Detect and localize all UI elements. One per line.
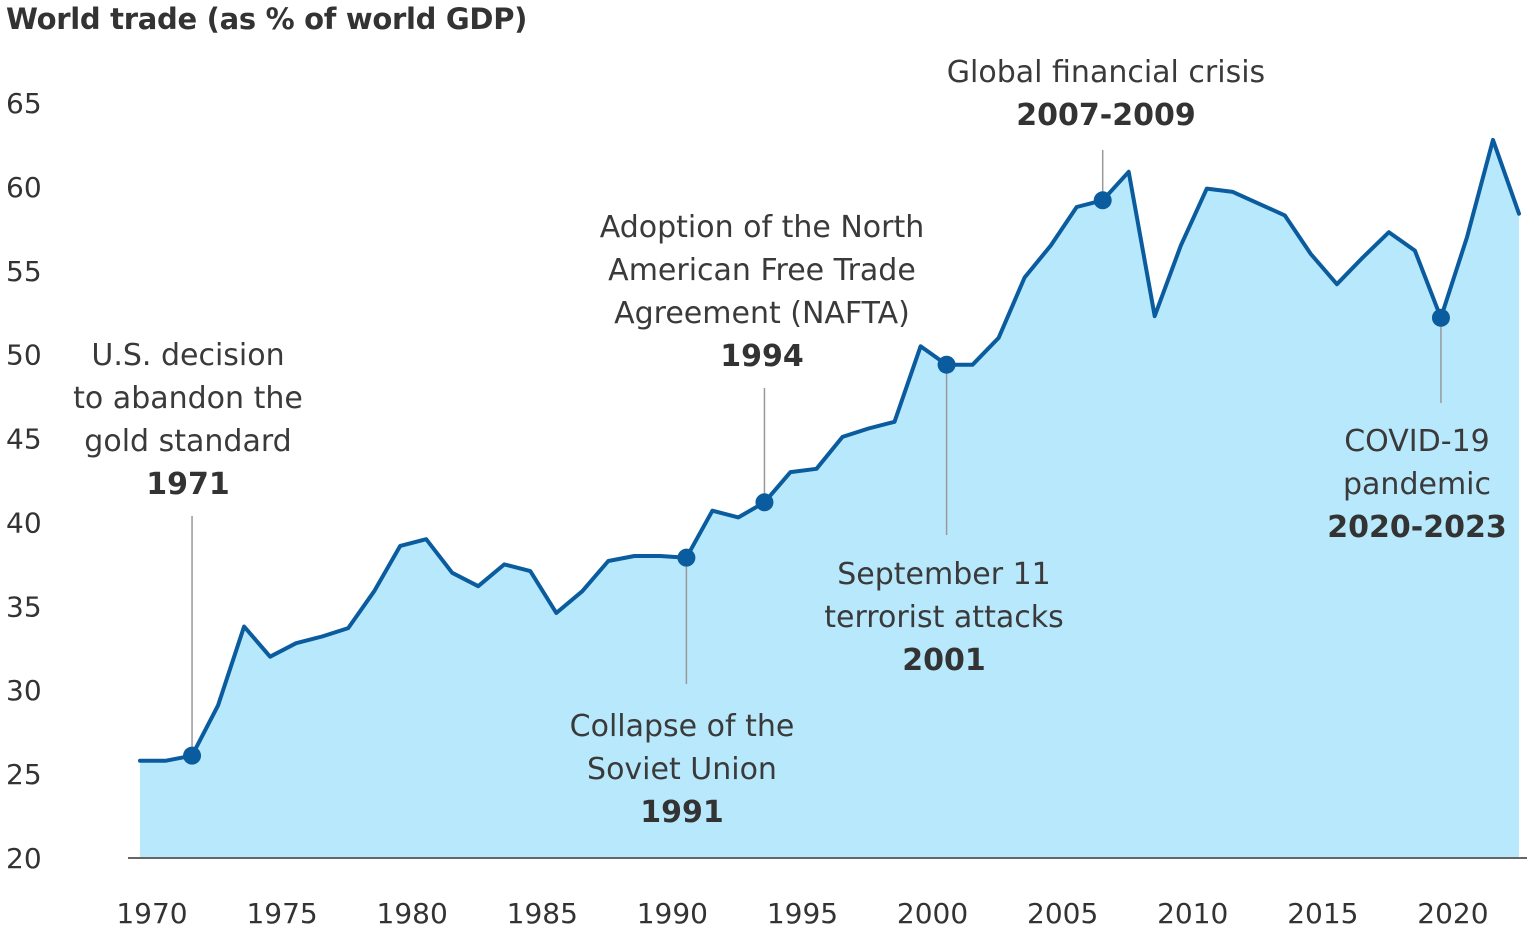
annotation-year: 2001 xyxy=(902,643,986,678)
annotation-text: pandemic xyxy=(1343,467,1491,502)
annotation-marker xyxy=(755,493,774,512)
x-tick-label: 2005 xyxy=(1027,897,1098,930)
y-tick-label: 40 xyxy=(6,506,42,539)
y-tick-label: 20 xyxy=(6,842,42,875)
area-fill xyxy=(140,139,1519,858)
annotation-text: U.S. decision xyxy=(91,338,284,373)
x-tick-label: 1975 xyxy=(246,897,317,930)
annotation-marker xyxy=(1431,308,1450,327)
annotation-marker xyxy=(937,355,956,374)
annotation-year: 2020-2023 xyxy=(1327,510,1506,545)
annotation-marker xyxy=(1093,191,1112,210)
y-tick-label: 60 xyxy=(6,171,42,204)
y-tick-label: 55 xyxy=(6,255,42,288)
chart-title: World trade (as % of world GDP) xyxy=(6,2,528,36)
annotation-year: 1994 xyxy=(720,339,804,374)
annotation-text: Adoption of the North xyxy=(600,210,925,245)
y-tick-label: 30 xyxy=(6,674,42,707)
annotation-text: Global financial crisis xyxy=(947,55,1265,90)
x-tick-label: 1985 xyxy=(507,897,578,930)
y-tick-label: 45 xyxy=(6,423,42,456)
annotation-text: terrorist attacks xyxy=(824,600,1063,635)
y-tick-label: 65 xyxy=(6,87,42,120)
annotation-text: Soviet Union xyxy=(587,752,777,787)
x-tick-label: 1995 xyxy=(767,897,838,930)
y-tick-label: 25 xyxy=(6,758,42,791)
annotation-marker xyxy=(183,746,202,765)
annotation-text: to abandon the xyxy=(73,381,303,416)
annotation-text: gold standard xyxy=(84,424,291,459)
annotation-text: American Free Trade xyxy=(608,253,916,288)
annotation-text: COVID-19 xyxy=(1344,424,1490,459)
annotation-year: 1971 xyxy=(146,467,230,502)
x-tick-label: 1980 xyxy=(377,897,448,930)
series-line xyxy=(138,137,1521,763)
x-tick-label: 2015 xyxy=(1287,897,1358,930)
x-tick-label: 2020 xyxy=(1417,897,1488,930)
annotation-marker xyxy=(677,548,696,567)
annotation-text: Collapse of the xyxy=(570,709,795,744)
x-tick-label: 1990 xyxy=(637,897,708,930)
y-tick-label: 35 xyxy=(6,590,42,623)
x-tick-label: 1970 xyxy=(116,897,187,930)
annotation-text: September 11 xyxy=(837,557,1051,592)
x-tick-label: 2010 xyxy=(1157,897,1228,930)
annotation-year: 2007-2009 xyxy=(1016,98,1195,133)
y-tick-label: 50 xyxy=(6,339,42,372)
x-tick-label: 2000 xyxy=(897,897,968,930)
annotation-text: Agreement (NAFTA) xyxy=(614,296,910,331)
annotation-year: 1991 xyxy=(640,795,724,830)
